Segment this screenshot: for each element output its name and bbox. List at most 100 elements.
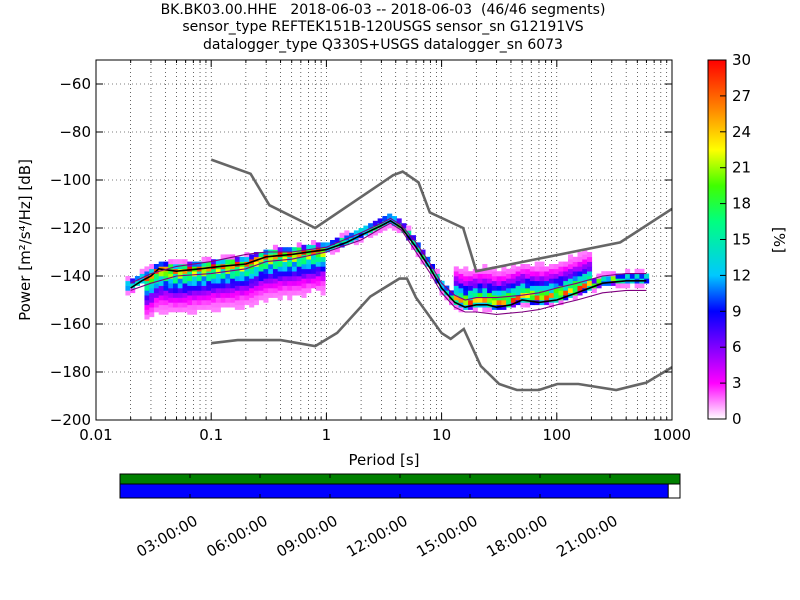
density-cell xyxy=(272,264,278,270)
density-cell xyxy=(144,266,150,272)
density-cell xyxy=(182,273,188,279)
density-cell xyxy=(477,283,483,289)
density-cell xyxy=(234,256,240,262)
density-cell xyxy=(525,292,531,298)
density-cell xyxy=(487,292,493,298)
density-cell xyxy=(253,252,259,258)
density-cell xyxy=(172,302,179,308)
density-cell xyxy=(225,288,231,294)
density-cell xyxy=(620,283,626,289)
density-cell xyxy=(563,261,569,267)
density-cell xyxy=(553,283,559,289)
density-cell xyxy=(158,285,164,291)
density-cell xyxy=(525,302,531,308)
density-cell xyxy=(306,264,312,270)
density-cell xyxy=(296,280,302,286)
density-cell xyxy=(125,285,131,291)
density-cell xyxy=(534,285,540,291)
density-cell xyxy=(287,290,293,296)
x-tick-label: 100 xyxy=(542,426,571,444)
density-cell xyxy=(272,283,278,289)
density-cell xyxy=(477,278,483,284)
density-cell xyxy=(211,292,217,298)
density-cell xyxy=(172,283,179,289)
density-cell xyxy=(182,259,188,265)
density-cell xyxy=(296,266,302,272)
density-cell xyxy=(211,278,217,284)
density-cell xyxy=(625,273,631,279)
density-cell xyxy=(472,278,478,284)
density-cell xyxy=(453,280,459,286)
density-cell xyxy=(463,280,469,286)
high-noise-model xyxy=(210,158,672,273)
density-cell xyxy=(582,273,588,279)
density-cell xyxy=(501,290,507,296)
density-cell xyxy=(253,290,259,296)
density-cell xyxy=(258,285,264,291)
density-cell xyxy=(296,290,302,296)
density-cell xyxy=(149,307,155,313)
density-cell xyxy=(277,276,283,282)
density-cell xyxy=(239,290,245,296)
density-cell xyxy=(149,292,155,298)
density-cell xyxy=(196,276,202,282)
density-cell xyxy=(244,290,250,296)
density-cell xyxy=(306,273,312,279)
density-cell xyxy=(311,240,317,246)
density-cell xyxy=(577,271,583,277)
density-cell xyxy=(306,259,312,265)
density-cell xyxy=(282,285,288,291)
density-cell xyxy=(339,232,345,238)
density-cell xyxy=(487,288,493,294)
density-cell xyxy=(168,273,174,279)
density-cell xyxy=(496,271,502,277)
density-cell xyxy=(192,304,198,310)
density-cell xyxy=(296,271,302,277)
colorbar-label: [%] xyxy=(770,227,788,253)
density-cell xyxy=(187,276,193,282)
low-noise-model xyxy=(211,277,672,392)
density-cell xyxy=(453,295,459,301)
density-cell xyxy=(525,264,531,270)
density-cell xyxy=(320,271,326,277)
density-cell xyxy=(144,285,150,291)
y-tick-label: −80 xyxy=(59,123,91,141)
density-cell xyxy=(344,235,350,241)
density-cell xyxy=(487,307,493,313)
density-cell xyxy=(525,283,531,289)
density-cell xyxy=(249,254,255,260)
density-cell xyxy=(311,268,317,274)
density-cell xyxy=(567,254,574,260)
density-cell xyxy=(291,247,298,253)
density-cell xyxy=(644,273,650,279)
density-cell xyxy=(468,285,474,291)
density-cell xyxy=(477,292,483,298)
density-cell xyxy=(501,285,507,291)
density-cell xyxy=(539,295,545,301)
density-cell xyxy=(463,285,469,291)
density-cell xyxy=(168,283,174,289)
density-cell xyxy=(315,271,321,277)
density-cell xyxy=(368,232,374,238)
density-cell xyxy=(296,242,302,248)
density-cell xyxy=(458,273,464,279)
density-cell xyxy=(601,276,607,282)
density-cell xyxy=(282,247,288,253)
density-cell xyxy=(244,285,250,291)
density-cell xyxy=(548,264,555,270)
colorbar-tick-label: 15 xyxy=(732,231,751,249)
density-cell xyxy=(453,271,459,277)
density-cell xyxy=(311,254,317,260)
density-cell xyxy=(487,278,493,284)
density-cell xyxy=(501,300,507,306)
density-cell xyxy=(596,273,602,279)
density-cell xyxy=(263,278,269,284)
density-cell xyxy=(244,276,250,282)
density-cell xyxy=(263,268,269,274)
density-cell xyxy=(453,290,459,296)
density-cell xyxy=(149,312,155,318)
density-cell xyxy=(539,280,545,286)
density-cell xyxy=(206,304,212,310)
density-cell xyxy=(510,297,516,303)
density-cell xyxy=(144,314,150,320)
